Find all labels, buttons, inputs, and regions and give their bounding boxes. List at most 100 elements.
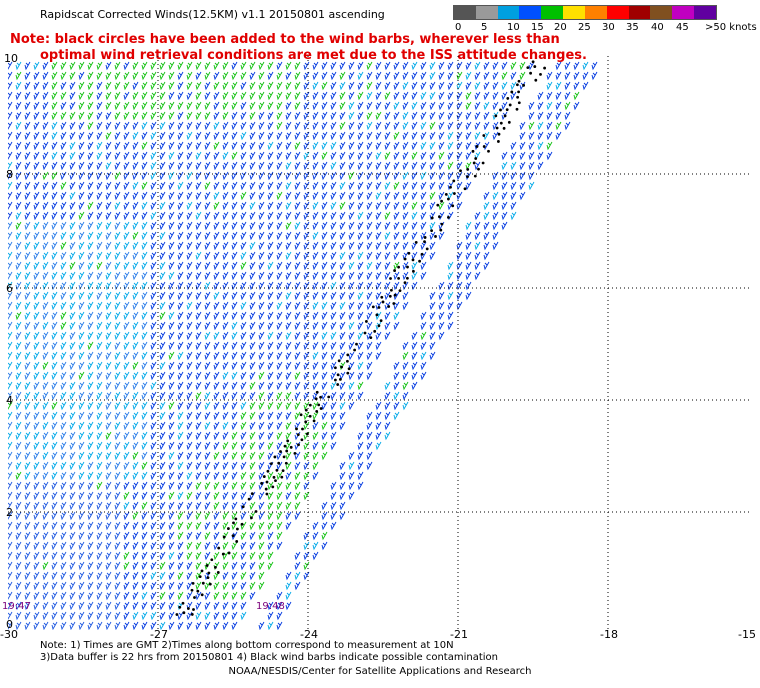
wind-barb	[465, 221, 472, 231]
wind-barb	[195, 331, 202, 341]
wind-barb	[96, 401, 103, 411]
wind-barb	[330, 501, 337, 511]
wind-barb	[168, 81, 175, 91]
wind-barb	[8, 401, 13, 410]
wind-barb	[69, 71, 76, 81]
footer-note-line1: Note: 1) Times are GMT 2)Times along bot…	[40, 640, 454, 651]
wind-barb	[195, 281, 202, 291]
wind-barb	[285, 341, 292, 351]
wind-barb	[150, 501, 157, 511]
wind-barb	[132, 221, 139, 231]
wind-barb	[15, 461, 22, 471]
wind-barb	[87, 121, 94, 131]
wind-barb	[303, 201, 310, 211]
wind-barb	[177, 401, 184, 411]
wind-barb	[159, 101, 166, 111]
wind-barb	[114, 431, 121, 441]
wind-barb	[276, 451, 283, 461]
wind-barb	[276, 391, 283, 401]
wind-barb	[60, 121, 67, 131]
wind-speed-color-legend	[453, 5, 717, 20]
wind-barb	[96, 421, 103, 431]
wind-barb	[231, 381, 238, 391]
wind-barb	[177, 431, 184, 441]
wind-barb	[582, 71, 589, 81]
wind-barb	[294, 551, 301, 561]
wind-barb	[159, 611, 166, 621]
wind-barb	[141, 471, 148, 481]
wind-barb	[240, 241, 247, 251]
wind-barb	[204, 91, 211, 101]
wind-barb	[132, 281, 139, 291]
wind-barb	[96, 501, 103, 511]
wind-barb	[69, 561, 76, 571]
wind-barb	[285, 451, 292, 461]
wind-barb	[276, 211, 283, 221]
wind-barb	[150, 121, 157, 131]
wind-barb	[276, 111, 283, 121]
wind-barb	[204, 61, 211, 71]
wind-barb	[159, 551, 166, 561]
wind-barb	[123, 221, 130, 231]
wind-barb	[321, 411, 328, 421]
wind-barb	[240, 111, 247, 121]
wind-barb	[321, 511, 328, 521]
lon-tick-3: -21	[450, 628, 468, 641]
contamination-dot	[190, 588, 194, 592]
wind-barb	[285, 511, 292, 521]
wind-barb	[465, 141, 472, 151]
contamination-dot	[175, 613, 179, 616]
wind-barb	[384, 311, 391, 321]
wind-barb	[366, 291, 373, 301]
wind-barb	[159, 501, 166, 511]
wind-barb	[195, 311, 202, 321]
wind-barb	[483, 251, 490, 261]
wind-barb	[24, 141, 31, 151]
wind-barb	[384, 391, 391, 401]
wind-barb	[339, 261, 346, 271]
wind-barb	[240, 181, 247, 191]
wind-barb	[357, 121, 364, 131]
wind-barb	[231, 281, 238, 291]
legend-label-2: 10	[507, 22, 520, 33]
wind-barb	[312, 161, 319, 171]
wind-barb	[267, 331, 274, 341]
contamination-dot	[508, 103, 512, 107]
wind-barb	[87, 201, 94, 211]
wind-barb	[330, 121, 337, 131]
wind-barb	[186, 381, 193, 391]
wind-barb	[24, 221, 31, 231]
wind-barb	[258, 121, 265, 131]
wind-barb	[60, 61, 67, 71]
wind-barb	[105, 551, 112, 561]
contamination-dot	[392, 302, 396, 305]
wind-barb	[339, 371, 346, 381]
wind-barb	[357, 481, 364, 491]
wind-barb	[159, 261, 166, 271]
wind-barb	[132, 321, 139, 331]
wind-barb	[69, 411, 76, 421]
wind-barb	[294, 71, 301, 81]
contamination-dot	[334, 366, 337, 370]
wind-barb	[258, 311, 265, 321]
wind-barb	[321, 521, 328, 531]
wind-barb	[150, 361, 157, 371]
wind-barb	[546, 91, 553, 101]
wind-barb	[168, 501, 175, 511]
wind-barb	[249, 481, 256, 491]
wind-barb	[33, 241, 40, 251]
contamination-dot	[515, 107, 519, 111]
wind-barb	[150, 321, 157, 331]
wind-barb	[60, 371, 67, 381]
wind-barb	[177, 171, 184, 181]
wind-barb	[474, 241, 481, 251]
legend-swatch-1	[475, 6, 498, 19]
contamination-dot	[346, 371, 350, 375]
wind-barb	[105, 391, 112, 401]
wind-barb	[348, 191, 355, 201]
wind-barb	[546, 131, 553, 141]
wind-barb	[132, 171, 139, 181]
wind-barb	[465, 111, 472, 121]
wind-barb	[42, 571, 49, 581]
wind-barb	[69, 491, 76, 501]
